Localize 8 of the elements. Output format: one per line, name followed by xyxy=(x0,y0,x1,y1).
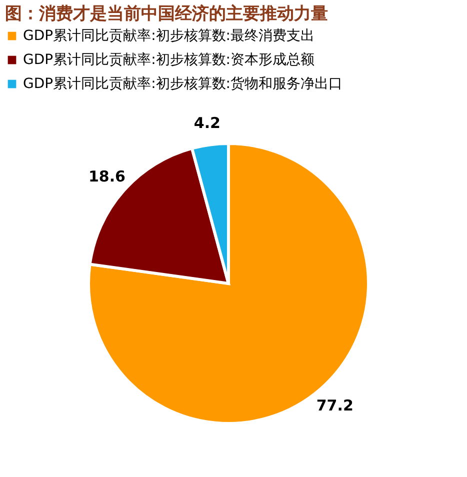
legend-label: GDP累计同比贡献率:初步核算数:资本形成总额 xyxy=(23,52,315,68)
data-label: 4.2 xyxy=(194,114,220,132)
data-label: 77.2 xyxy=(316,396,354,415)
pie-slice xyxy=(87,142,370,425)
legend-label: GDP累计同比贡献率:初步核算数:最终消费支出 xyxy=(23,28,315,44)
chart-title: 图：消费才是当前中国经济的主要推动力量 xyxy=(5,4,328,24)
legend-label: GDP累计同比贡献率:初步核算数:货物和服务净出口 xyxy=(23,76,343,92)
data-label: 18.6 xyxy=(88,167,126,186)
